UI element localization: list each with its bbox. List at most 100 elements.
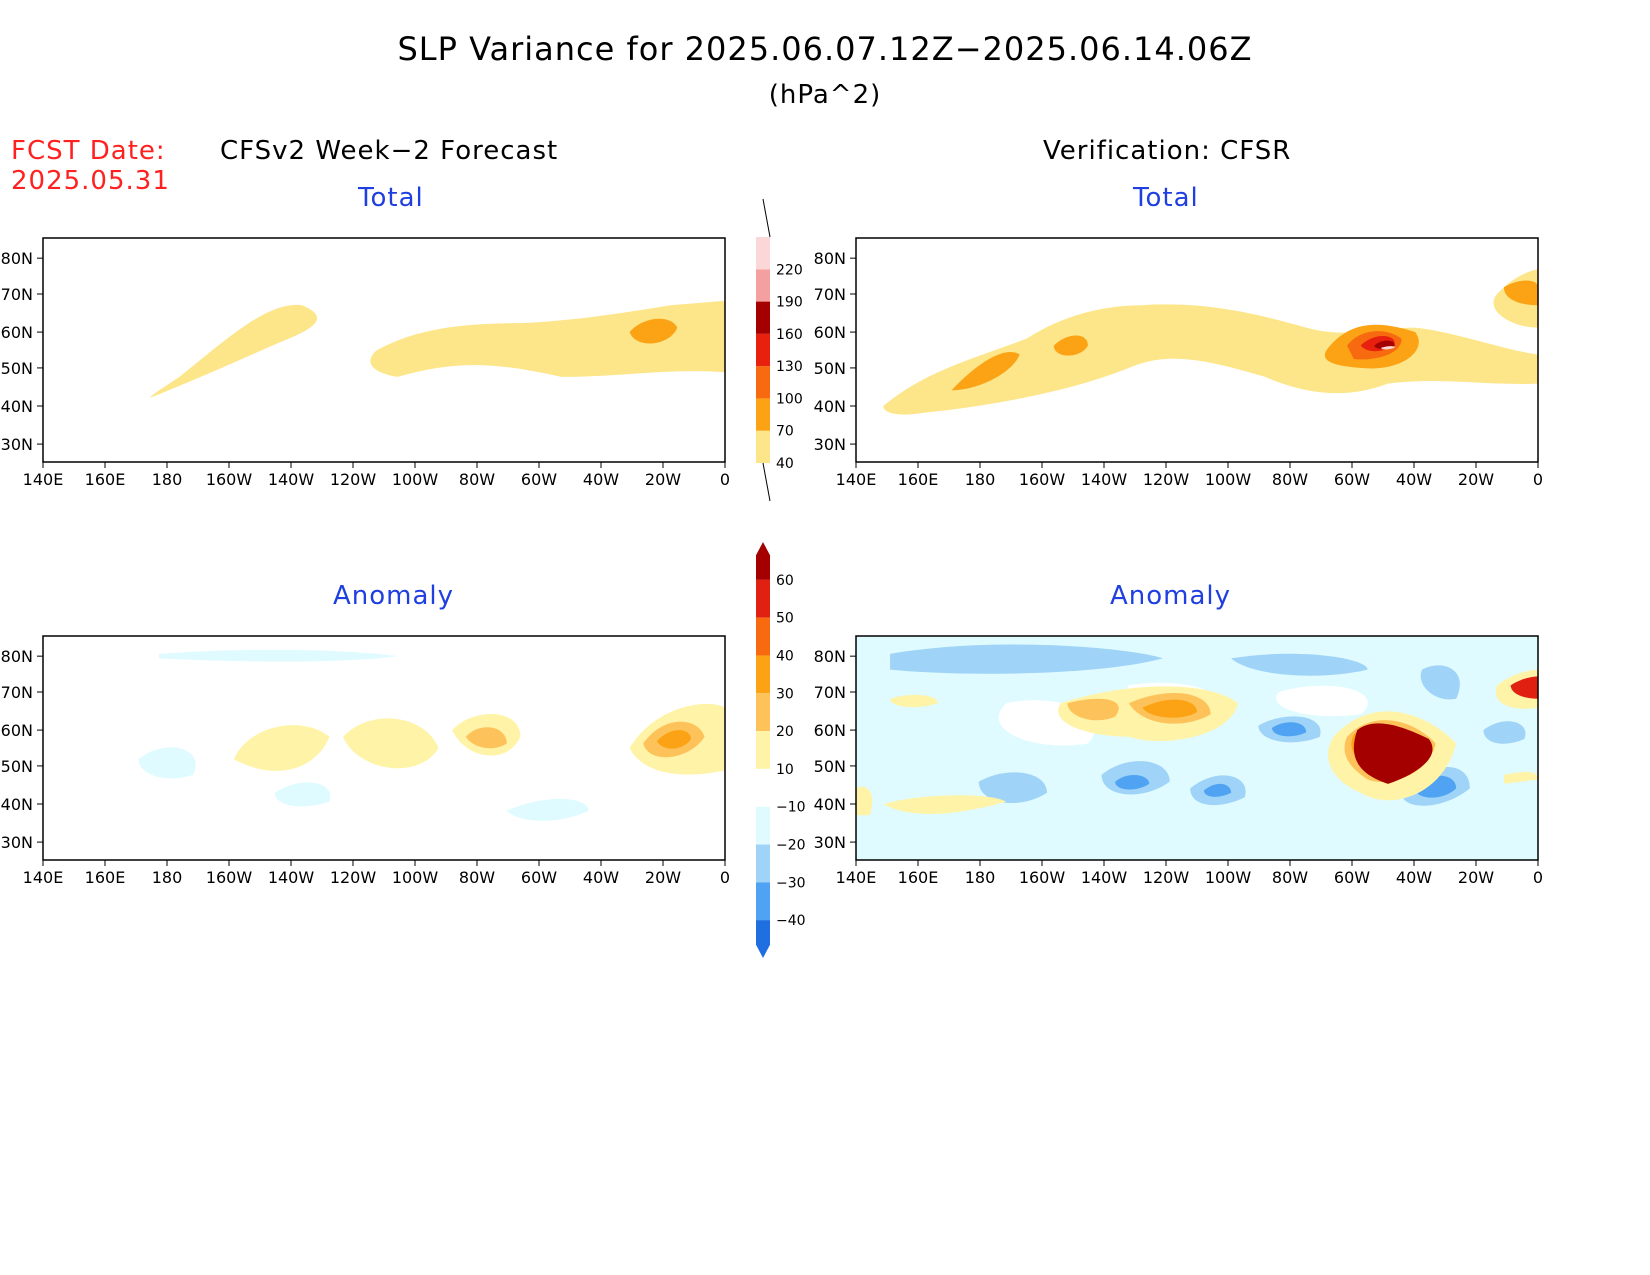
contour-region xyxy=(1503,771,1538,784)
panel-title-verification-total: Total xyxy=(1133,183,1199,213)
map-field-verification-total xyxy=(856,242,1538,462)
lat-label: 50N xyxy=(1,757,33,776)
contour-region xyxy=(890,644,1163,674)
contour-region xyxy=(465,727,507,749)
colorbar-segment xyxy=(756,731,770,769)
coastline xyxy=(343,287,535,462)
lon-label: 140E xyxy=(23,868,64,887)
lon-label: 60W xyxy=(1334,868,1370,887)
lon-label: 100W xyxy=(392,868,439,887)
lat-label: 50N xyxy=(1,359,33,378)
contour-region xyxy=(1503,280,1538,306)
coastline xyxy=(870,305,878,462)
lat-label: 80N xyxy=(1,647,33,666)
lat-label: 30N xyxy=(1,833,33,852)
colorbar-segment xyxy=(756,542,770,580)
lon-label: 160E xyxy=(85,470,126,489)
coastline xyxy=(343,685,535,860)
forecast-date-block: FCST Date: 2025.05.31 xyxy=(11,136,170,196)
lon-label: 0 xyxy=(720,868,730,887)
coastline xyxy=(924,685,965,737)
lon-label: 40W xyxy=(583,868,619,887)
lon-label: 80W xyxy=(459,868,495,887)
contour-region xyxy=(1115,774,1150,790)
colorbar-segment xyxy=(756,920,770,958)
map-panel-verification-total: 80N 70N 60N 50N 40N 30N 140E 160E 180 160W 140W 120… xyxy=(814,237,1543,489)
lon-label: 180 xyxy=(152,868,183,887)
contour-region xyxy=(150,304,318,398)
lon-label: 140W xyxy=(1081,470,1128,489)
map-frame xyxy=(42,237,726,463)
colorbar-label: −40 xyxy=(776,913,806,929)
colorbar-label: 40 xyxy=(776,456,794,472)
lon-label: 100W xyxy=(1205,868,1252,887)
panel-title-forecast-total: Total xyxy=(358,183,424,213)
lat-label: 80N xyxy=(814,647,846,666)
colorbar-label: 70 xyxy=(776,424,794,440)
lon-label: 140W xyxy=(268,868,315,887)
lon-label: 20W xyxy=(1458,868,1494,887)
lat-label: 70N xyxy=(814,285,846,304)
lon-label: 180 xyxy=(152,470,183,489)
lat-label: 80N xyxy=(814,249,846,268)
coastline xyxy=(398,648,606,727)
colorbar-label: 100 xyxy=(776,391,803,407)
map-field-forecast-total xyxy=(43,242,725,462)
lon-label: 140W xyxy=(268,470,315,489)
lon-label: 40W xyxy=(1396,470,1432,489)
contour-region xyxy=(629,318,678,344)
contour-region xyxy=(656,730,691,749)
lon-label: 120W xyxy=(1143,470,1190,489)
lon-label: 60W xyxy=(521,470,557,489)
colorbar-segment xyxy=(756,617,770,656)
lon-label: 160W xyxy=(1019,470,1066,489)
lon-label: 160E xyxy=(85,868,126,887)
lat-label: 80N xyxy=(1,249,33,268)
anomaly-colorbar: 60 50 40 30 20 10 −10 −20 −30 −40 xyxy=(756,542,806,958)
coastline xyxy=(214,640,398,685)
lon-label: 100W xyxy=(1205,470,1252,489)
lon-label: 140W xyxy=(1081,868,1128,887)
left-column-title: CFSv2 Week−2 Forecast xyxy=(220,136,559,166)
contour-region xyxy=(951,351,1020,391)
lon-label: 160W xyxy=(1019,868,1066,887)
lon-label: 140E xyxy=(23,470,64,489)
contour-region xyxy=(138,747,196,779)
coastline xyxy=(43,676,384,848)
main-title: SLP Variance for 2025.06.07.12Z−2025.06.… xyxy=(397,30,1253,68)
lat-label: 30N xyxy=(814,435,846,454)
lon-label: 120W xyxy=(330,470,377,489)
contour-region xyxy=(1067,698,1119,721)
colorbar-segment xyxy=(756,430,770,463)
lon-label: 160E xyxy=(898,470,939,489)
forecast-date-label: FCST Date: xyxy=(11,136,166,166)
contour-region xyxy=(1510,676,1538,699)
map-panel-forecast-anomaly: 80N 70N 60N 50N 40N 30N 140E 160E 180 160W 140W 120… xyxy=(1,635,730,887)
colorbar-label: 190 xyxy=(776,295,803,311)
contour-region xyxy=(233,725,330,771)
contour-region xyxy=(1142,699,1197,718)
lat-label: 50N xyxy=(814,757,846,776)
colorbar-label: −20 xyxy=(776,838,806,854)
colorbar-label: 160 xyxy=(776,327,803,343)
colorbar-label: 10 xyxy=(776,762,794,778)
lon-label: 180 xyxy=(965,868,996,887)
contour-region xyxy=(856,636,1538,860)
lon-label: 20W xyxy=(645,868,681,887)
colorbar-segment xyxy=(756,693,770,732)
lat-label: 40N xyxy=(814,795,846,814)
lon-label: 0 xyxy=(1533,868,1543,887)
contour-region xyxy=(343,718,439,769)
map-panel-verification-anomaly: 80N 70N 60N 50N 40N 30N 140E 160E 180 160W 140W 120… xyxy=(814,635,1543,887)
lat-label: 50N xyxy=(814,359,846,378)
contour-region xyxy=(1353,723,1433,784)
lat-label: 60N xyxy=(1,323,33,342)
lon-label: 120W xyxy=(1143,868,1190,887)
colorbar-arrow-top xyxy=(762,198,771,238)
contour-region xyxy=(370,300,725,377)
contour-region xyxy=(274,782,331,807)
contour-region xyxy=(1203,783,1232,797)
lon-label: 140E xyxy=(836,470,877,489)
coastline xyxy=(57,305,65,462)
lon-label: 80W xyxy=(1272,470,1308,489)
